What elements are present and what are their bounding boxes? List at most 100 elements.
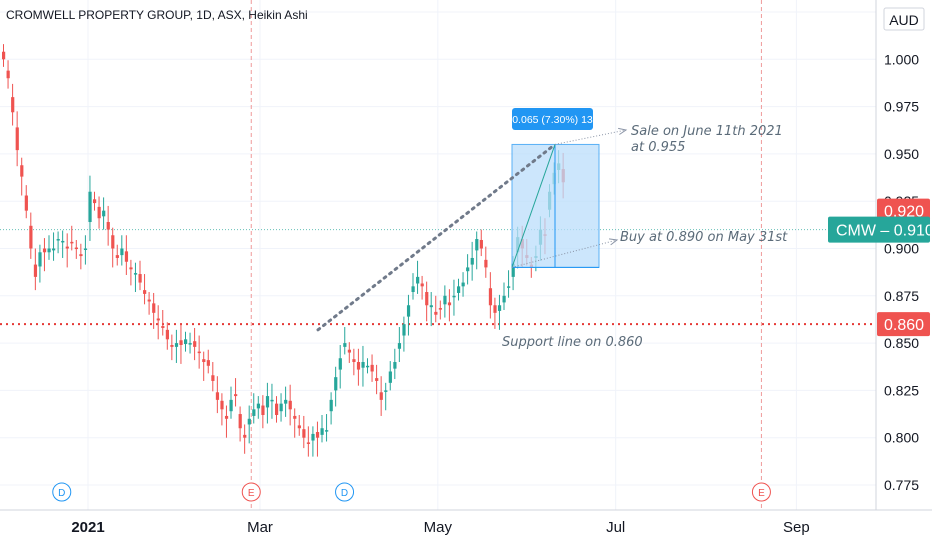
candle-body	[370, 364, 374, 372]
buy-annotation: Buy at 0.890 on May 31st	[620, 230, 788, 245]
price-tick-label: 0.800	[884, 430, 919, 446]
candle-body	[83, 248, 88, 250]
candle-body	[238, 414, 242, 429]
candle-body	[102, 210, 106, 217]
currency-box	[883, 7, 925, 31]
candle-body	[416, 276, 420, 284]
candle-body	[379, 392, 383, 400]
candle-body	[174, 343, 179, 347]
candle-body	[206, 360, 210, 366]
candle-body	[147, 299, 151, 302]
candle-body	[52, 248, 56, 251]
candle-body	[133, 273, 138, 275]
trend-dotted-line	[316, 142, 557, 332]
candle-body	[220, 400, 224, 410]
sale-annotation-price: at 0.955	[631, 140, 685, 155]
candle-body	[184, 339, 188, 345]
price-tick-label: 0.975	[884, 99, 919, 115]
time-tick-label: Mar	[247, 519, 273, 536]
chart-grid	[0, 0, 876, 510]
candle-body	[356, 362, 361, 370]
price-badge-label: 0.920	[884, 204, 924, 221]
candle-body	[120, 248, 124, 256]
candle-body	[293, 415, 297, 419]
price-tick-label: 0.950	[884, 146, 919, 162]
candle-body	[388, 371, 392, 383]
dividend-marker-label: D	[58, 488, 65, 499]
candle-body	[306, 442, 311, 444]
price-badges: 0.920 CMW – 0.910 0.860	[828, 198, 932, 337]
candle-body	[161, 326, 165, 328]
candle-body	[384, 390, 388, 392]
candle-body	[497, 305, 502, 311]
price-badge	[877, 312, 930, 337]
measure-badge-label: 0.065 (7.30%) 13	[512, 114, 593, 126]
candle-body	[93, 199, 97, 204]
candle-body	[320, 428, 324, 435]
dividend-marker[interactable]	[52, 482, 72, 502]
candle-body	[429, 305, 433, 308]
candle-body	[256, 403, 260, 409]
price-tick-label: 0.850	[884, 335, 919, 351]
candle-body	[6, 70, 10, 79]
candle-body	[488, 288, 493, 306]
candle-body	[11, 97, 15, 113]
candle-body	[74, 247, 78, 250]
time-tick-label: 2021	[71, 519, 104, 536]
candle-body	[197, 351, 201, 354]
candle-body	[393, 362, 397, 369]
candle-body	[129, 267, 133, 270]
sale-annotation: Sale on June 11th 2021	[631, 124, 783, 139]
dividend-marker[interactable]	[335, 482, 355, 502]
earnings-marker[interactable]	[241, 482, 261, 502]
chart-title: CROMWELL PROPERTY GROUP, 1D, ASX, Heikin…	[6, 8, 308, 22]
candle-body	[366, 365, 370, 368]
candle-body	[347, 349, 351, 353]
candle-body	[284, 399, 288, 404]
candle-body	[466, 267, 470, 272]
candle-body	[406, 305, 411, 317]
candle-body	[234, 394, 238, 397]
candle-body	[65, 246, 69, 249]
candle-body	[325, 430, 329, 432]
candle-body	[179, 340, 183, 345]
candle-body	[252, 409, 256, 416]
candle-body	[402, 324, 406, 336]
candle-body	[61, 240, 65, 243]
price-tick-label: 1.000	[884, 51, 919, 67]
candle-body	[411, 286, 415, 293]
candle-body	[502, 295, 506, 303]
candle-body	[20, 165, 24, 177]
candle-body	[338, 358, 342, 370]
dividend-marker-label: D	[341, 488, 348, 499]
candle-body	[170, 344, 174, 347]
candle-body	[493, 305, 497, 313]
candle-body	[111, 235, 115, 249]
support-annotation: Support line on 0.860	[502, 335, 643, 350]
candle-body	[97, 206, 101, 219]
candle-body	[420, 283, 424, 287]
candle-body	[434, 311, 438, 315]
buy-arrow-head	[609, 238, 619, 246]
earnings-marker[interactable]	[751, 482, 771, 502]
candle-body	[156, 318, 160, 321]
candle-body	[334, 377, 338, 391]
candle-body	[265, 396, 270, 408]
currency-label: AUD	[889, 12, 919, 28]
candle-body	[375, 378, 379, 381]
candle-body	[211, 375, 215, 381]
candle-body	[56, 239, 60, 241]
current-price-badge	[828, 216, 930, 243]
candle-body	[70, 241, 74, 244]
candle-body	[507, 286, 511, 288]
candle-body	[143, 290, 147, 294]
candle-body	[443, 295, 447, 305]
buy-arrow	[511, 239, 618, 268]
candle-body	[425, 292, 429, 306]
event-vertical-lines	[250, 0, 762, 510]
candle-body	[88, 191, 92, 223]
candle-body	[361, 362, 365, 368]
candle-body	[397, 343, 402, 349]
